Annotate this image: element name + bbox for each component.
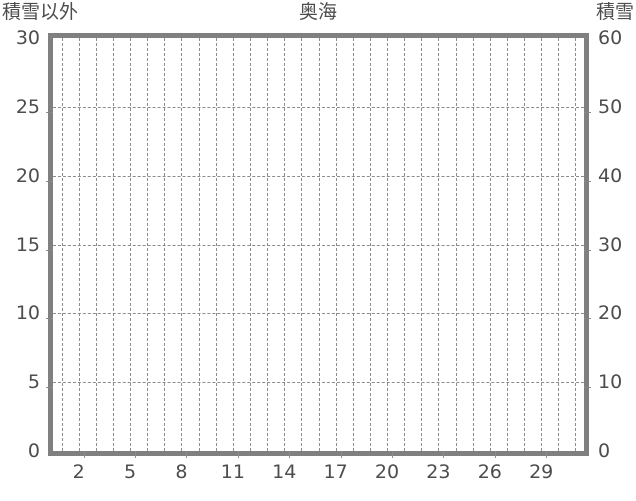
tick-mark-left [46, 180, 53, 182]
plot-frame [46, 33, 591, 458]
tick-mark-right [584, 249, 591, 251]
tick-mark-right [584, 111, 591, 113]
tick-mark-right [584, 387, 591, 389]
left-axis-caption: 積雪以外 [2, 1, 79, 23]
tick-mark-bottom [546, 451, 548, 458]
tick-mark-bottom [289, 451, 291, 458]
x-axis-label: 14 [272, 461, 297, 483]
y-axis-label-left: 30 [15, 27, 40, 49]
y-axis-label-left: 5 [27, 371, 40, 394]
x-axis-label: 11 [220, 461, 245, 483]
x-axis-label: 23 [426, 461, 451, 483]
x-axis-label: 2 [72, 461, 85, 483]
tick-mark-bottom [392, 451, 394, 458]
gridline-horizontal [53, 175, 584, 177]
tick-mark-bottom [237, 451, 239, 458]
tick-mark-bottom [186, 451, 188, 458]
x-axis-label: 5 [124, 461, 137, 483]
tick-mark-left [46, 318, 53, 320]
x-axis-label: 20 [374, 461, 400, 483]
tick-mark-right [584, 180, 591, 182]
tick-mark-bottom [135, 451, 137, 458]
tick-mark-bottom [83, 451, 85, 458]
x-axis-label: 8 [175, 461, 188, 483]
tick-mark-bottom [443, 451, 445, 458]
plot-area [53, 38, 584, 451]
y-axis-label-right: 10 [598, 371, 623, 394]
gridline-horizontal [53, 382, 584, 384]
tick-mark-left [46, 387, 53, 389]
gridline-horizontal [53, 244, 584, 246]
y-axis-label-right: 30 [598, 233, 623, 256]
gridline-horizontal [53, 313, 584, 315]
x-axis-label: 29 [529, 461, 554, 483]
tick-mark-left [46, 249, 53, 251]
y-axis-label-right: 40 [598, 164, 623, 187]
chart-title: 奥海 [298, 1, 337, 23]
tick-mark-left [46, 111, 53, 113]
tick-mark-bottom [494, 451, 496, 458]
gridline-horizontal [53, 106, 584, 108]
y-axis-label-right: 20 [598, 302, 623, 325]
y-axis-label-left: 15 [15, 233, 40, 256]
y-axis-label-right: 0 [598, 440, 611, 462]
y-axis-label-right: 60 [598, 27, 623, 49]
x-axis-label: 26 [477, 461, 502, 483]
y-axis-label-right: 50 [598, 95, 623, 118]
y-axis-label-left: 10 [15, 302, 40, 325]
tick-mark-right [584, 318, 591, 320]
y-axis-label-left: 25 [15, 95, 40, 118]
y-axis-label-left: 20 [15, 164, 40, 187]
x-axis-label: 17 [323, 461, 348, 483]
right-axis-caption: 積雪 [595, 1, 634, 23]
y-axis-label-left: 0 [27, 440, 40, 462]
tick-mark-bottom [340, 451, 342, 458]
